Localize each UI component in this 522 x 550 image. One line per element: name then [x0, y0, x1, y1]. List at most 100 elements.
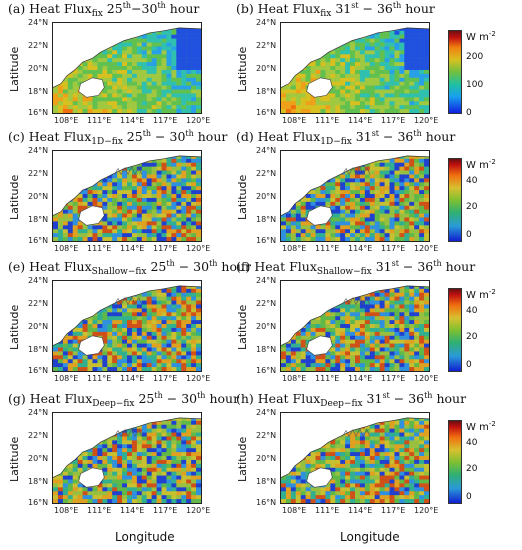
longitude-tick: 108°E — [282, 374, 307, 383]
longitude-tick: 114°E — [348, 116, 373, 125]
panel-range-end-ordinal: th — [185, 129, 194, 138]
longitude-tick: 120°E — [414, 244, 439, 253]
latitude-tick: 16°N — [256, 108, 277, 117]
panel-range-end: 30 — [193, 259, 210, 274]
colorbar-unit-text: W m — [466, 32, 489, 43]
colorbar-tick: 0 — [466, 492, 472, 502]
latitude-tick: 24°N — [28, 408, 49, 417]
colorbar-tick: 20 — [466, 464, 478, 474]
colorbar-tick: 20 — [466, 332, 478, 342]
latitude-tick: 20°N — [28, 322, 49, 331]
latitude-tick: 22°N — [28, 299, 49, 308]
longitude-tick: 120°E — [414, 116, 439, 125]
panel-range-end: 36 — [417, 259, 434, 274]
longitude-tick: 120°E — [414, 374, 439, 383]
latitude-axis-label: Latitude — [236, 46, 249, 92]
panel-range-end: 30 — [181, 391, 198, 406]
latitude-tick: 24°N — [256, 408, 277, 417]
panel-range-start: 25 — [106, 1, 123, 16]
heat-flux-map-7 — [52, 412, 202, 504]
longitude-tick: 111°E — [315, 244, 340, 253]
colorbar-unit-exponent: -2 — [488, 158, 496, 166]
panel-range-end-ordinal: th — [197, 391, 206, 400]
panel-range-start: 31 — [366, 391, 383, 406]
panel-range-end: 30 — [169, 129, 186, 144]
latitude-tick: 22°N — [28, 41, 49, 50]
panel-title-subscript: fix — [320, 9, 332, 19]
panel-title-subscript: Deep−fix — [320, 399, 363, 409]
panel-title-subscript: Shallow−fix — [316, 267, 372, 277]
colorbar — [448, 158, 462, 242]
panel-range-separator: − — [151, 129, 170, 144]
colorbar-tick: 200 — [466, 52, 484, 62]
panel-range-end: 36 — [397, 129, 414, 144]
latitude-tick: 22°N — [256, 431, 277, 440]
colorbar-unit: W m-2 — [466, 158, 496, 171]
panel-range-start-ordinal: th — [166, 259, 175, 268]
latitude-tick: 18°N — [256, 87, 277, 96]
longitude-tick: 117°E — [153, 374, 178, 383]
colorbar-tick: 0 — [466, 230, 472, 240]
longitude-tick: 117°E — [153, 506, 178, 515]
panel-range-end-ordinal: th — [209, 259, 218, 268]
panel-title-subscript: fix — [91, 9, 103, 19]
panel-range-start: 25 — [126, 129, 143, 144]
longitude-tick: 117°E — [381, 506, 406, 515]
panel-range-start: 31 — [375, 259, 392, 274]
panel-title-text: (c) Heat Flux — [8, 129, 92, 144]
longitude-tick: 108°E — [282, 506, 307, 515]
panel-range-start-ordinal: th — [122, 1, 132, 10]
latitude-tick: 18°N — [28, 215, 49, 224]
panel-title-text: (a) Heat Flux — [8, 1, 92, 16]
panel-title-4: (d) Heat Flux1D−fix 31st − 36th hour — [236, 129, 455, 147]
latitude-axis-label: Latitude — [236, 436, 249, 482]
longitude-tick: 120°E — [414, 506, 439, 515]
latitude-tick: 24°N — [28, 146, 49, 155]
panel-title-text: (e) Heat Flux — [8, 259, 92, 274]
heat-flux-map-6 — [280, 280, 430, 372]
longitude-tick: 117°E — [381, 374, 406, 383]
longitude-tick: 111°E — [87, 244, 112, 253]
latitude-tick: 18°N — [256, 215, 277, 224]
colorbar — [448, 30, 462, 114]
latitude-tick: 20°N — [256, 322, 277, 331]
colorbar-unit-text: W m — [466, 290, 489, 301]
latitude-tick: 16°N — [256, 236, 277, 245]
colorbar-unit-text: W m — [466, 160, 489, 171]
latitude-axis-label: Latitude — [236, 174, 249, 220]
heat-flux-map-3 — [52, 150, 202, 242]
latitude-tick: 20°N — [28, 454, 49, 463]
panel-range-end-ordinal: th — [157, 1, 166, 10]
panel-title-subscript: 1D−fix — [320, 137, 352, 147]
latitude-tick: 16°N — [28, 236, 49, 245]
latitude-axis-label: Latitude — [8, 174, 21, 220]
latitude-tick: 20°N — [28, 192, 49, 201]
longitude-tick: 111°E — [315, 506, 340, 515]
latitude-tick: 24°N — [28, 276, 49, 285]
longitude-tick: 114°E — [120, 116, 145, 125]
latitude-axis-label: Latitude — [8, 46, 21, 92]
colorbar-tick: 40 — [466, 438, 478, 448]
colorbar-unit-text: W m — [466, 422, 489, 433]
longitude-tick: 111°E — [87, 506, 112, 515]
panel-range-start-ordinal: st — [371, 129, 380, 138]
panel-title-8: (h) Heat FluxDeep−fix 31st − 36th hour — [236, 391, 466, 409]
latitude-tick: 20°N — [256, 454, 277, 463]
longitude-tick: 111°E — [87, 374, 112, 383]
longitude-tick: 120°E — [186, 506, 211, 515]
latitude-tick: 24°N — [256, 146, 277, 155]
panel-title-text: (d) Heat Flux — [236, 129, 321, 144]
panel-title-1: (a) Heat Fluxfix 25th−30th hour — [8, 1, 199, 19]
heat-flux-map-8 — [280, 412, 430, 504]
panel-range-separator: − — [162, 391, 182, 406]
panel-range-separator: − — [379, 129, 398, 144]
panel-range-suffix: hour — [193, 129, 228, 144]
panel-range-start-ordinal: th — [154, 391, 163, 400]
panel-title-2: (b) Heat Fluxfix 31st − 36th hour — [236, 2, 435, 19]
longitude-tick: 114°E — [120, 374, 145, 383]
longitude-tick: 117°E — [381, 116, 406, 125]
longitude-tick: 114°E — [120, 506, 145, 515]
latitude-tick: 24°N — [256, 276, 277, 285]
colorbar-tick: 0 — [466, 360, 472, 370]
latitude-tick: 20°N — [28, 64, 49, 73]
